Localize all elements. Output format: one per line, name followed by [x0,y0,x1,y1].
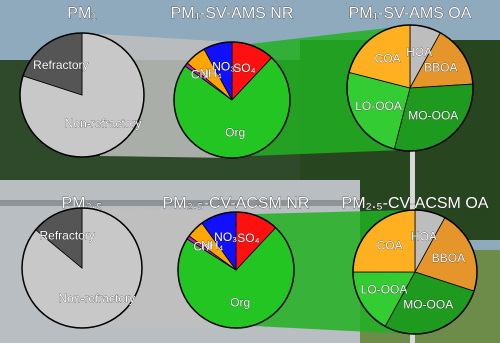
chart-title: PM₂.₅-CV-ACSM OA [342,195,489,212]
chart-title: PM₁ [67,5,96,22]
slice-label: NO₃ [212,60,235,74]
slice-label: BBOA [424,61,457,75]
pie-outline [177,211,295,329]
slice-label: Refractory [33,58,88,72]
slice-label: MO-OOA [403,298,453,312]
chart-title: PM₂.₅ [61,195,102,212]
slice-label: NH₄ [199,66,221,80]
slice-label: Chl [193,239,211,253]
slice-label: Chl [191,67,209,81]
slice-label: SO₄ [233,61,255,75]
slice-label: Org [225,126,245,140]
pie-outline [346,24,474,152]
slice-label: COA [377,239,403,253]
slice-label: BBOA [432,251,465,265]
slice-label: MO-OOA [408,108,458,122]
slice-label: COA [375,51,401,65]
pie-outline [21,207,143,329]
pie-outline [173,41,291,159]
slice-label: Refractory [40,229,95,243]
background-container-edge [0,200,360,206]
slice-label: Non-refractory [58,292,135,306]
slice-label: SO₄ [237,231,259,245]
slice-label: LO-OOA [361,282,408,296]
slice-label: Non-refractory [65,116,142,130]
slice-label: Org [230,296,250,310]
chart-title: PM₂.₅-CV-ACSM NR [163,195,310,212]
slice-label: HOA [411,229,437,243]
slice-label: HOA [406,45,432,59]
slice-label: NO₃ [214,230,237,244]
chart-title: PM₁-SV-AMS NR [171,5,294,22]
pie-outline [352,209,478,335]
chart-title: PM₁-SV-AMS OA [349,5,472,22]
slice-label: NH₄ [201,238,223,252]
slice-label: LO-OOA [355,99,402,113]
pie-outline [19,32,145,158]
